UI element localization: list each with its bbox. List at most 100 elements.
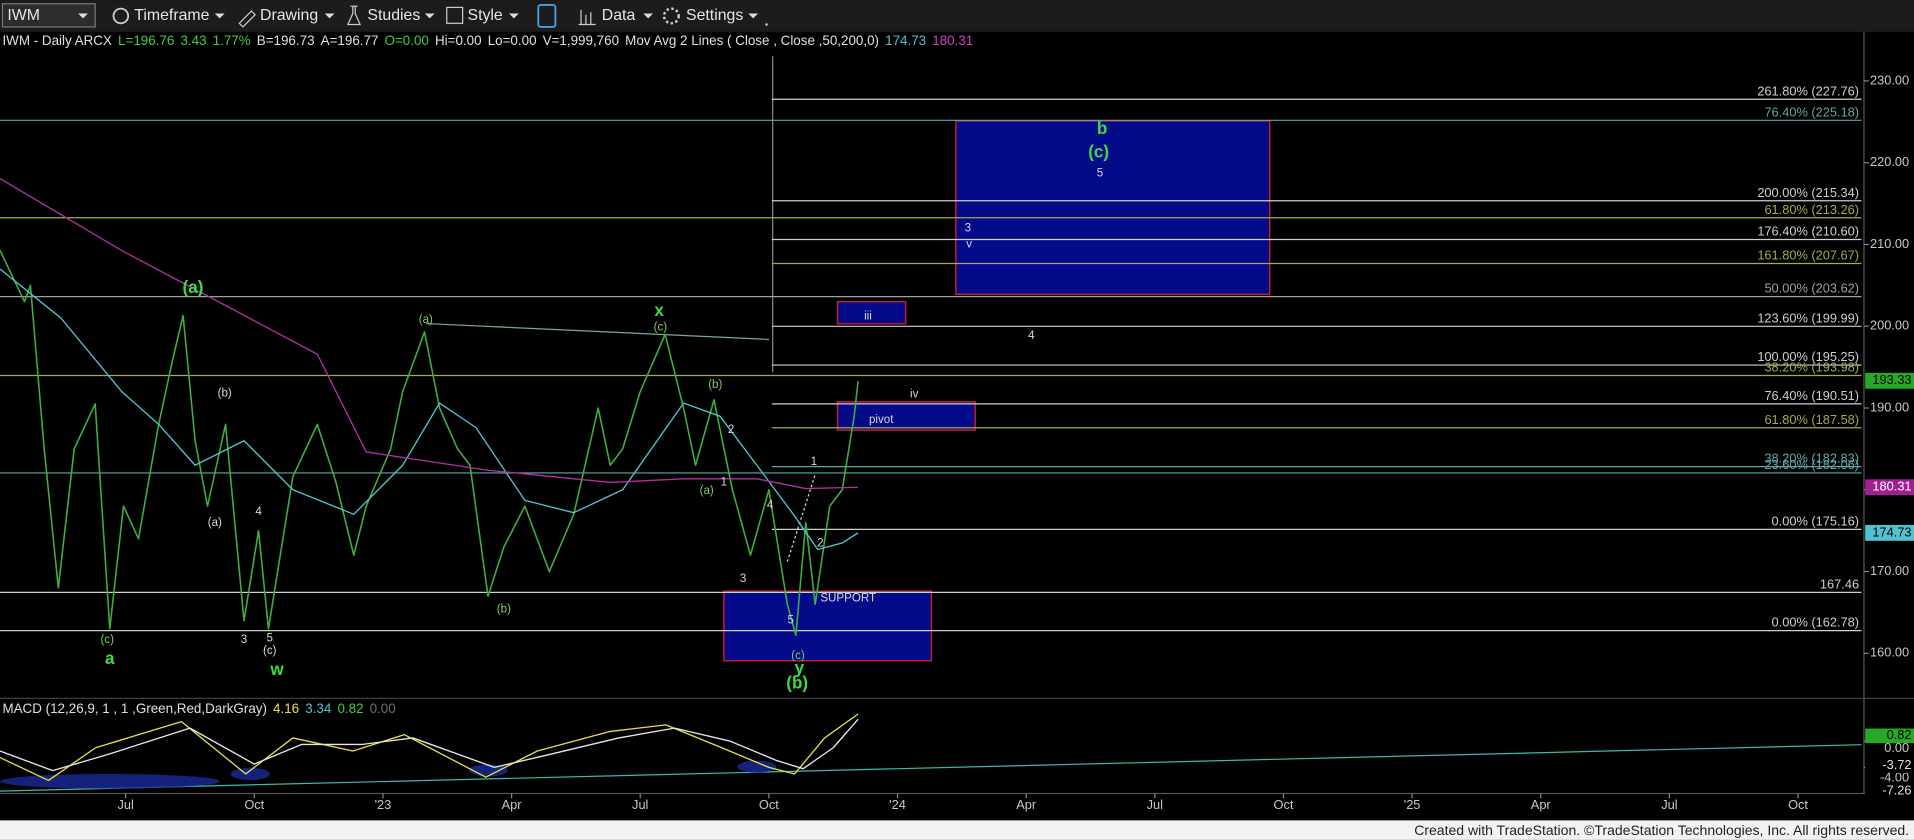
macd-line [0,713,859,782]
wave-label: 5 [1097,168,1103,180]
x-tick-label: Oct [244,797,264,812]
symbol-input[interactable]: IWM [7,7,40,24]
wave-label: 3 [241,634,247,646]
wave-label: (a) [419,314,433,326]
toolbar-button[interactable]: Settings [686,7,743,24]
data-icon [578,9,596,26]
wave-label: 4 [767,500,774,512]
x-tick-label: Oct [1788,797,1808,812]
zones [723,120,1271,662]
macd-tag-label: -3.72 [1882,757,1911,772]
layout-icon[interactable] [537,4,557,28]
wave-label: x [654,301,664,320]
header-item: 3.43 [180,33,206,48]
header-item: 0.00 [370,701,396,716]
header-item: 4.16 [273,701,299,716]
dropdown-arrow [78,13,88,19]
price-tag [1865,479,1914,496]
moving-average [0,268,859,551]
header-item: Lo=0.00 [488,33,537,48]
header-item: B=196.73 [257,33,315,48]
price-line [0,249,859,637]
header-item: Hi=0.00 [435,33,482,48]
fib-label: 76.40% (225.18) [1764,104,1859,119]
toolbar [0,0,1914,32]
macd-highlight [230,767,270,781]
wave-label: 3 [740,573,746,585]
timeframe-icon [112,7,130,25]
wave-label: 2 [817,538,823,550]
header-item: L=196.76 [118,33,174,48]
wave-label: (b) [497,603,511,615]
x-tick-label: '25 [1404,797,1421,812]
toolbar-button[interactable]: Data [602,7,636,24]
wave-label: (b) [218,387,232,399]
style-icon [446,6,464,24]
toolbar-button[interactable]: Drawing [260,7,318,24]
series [0,177,859,637]
price-tag [1865,372,1914,389]
fib-label: 23.60% (182.06) [1764,457,1859,472]
annotations: (a)awxy(b)b(c)(c)(a)(c)(b)(a)(b)(c)(b)(a… [100,119,1109,692]
settings-icon [662,7,680,25]
wave-label: b [1097,119,1107,138]
macd-tag [1865,758,1914,773]
macd-highlight [0,773,220,789]
wave-label: 1 [811,456,817,468]
fib-label: 100.00% (195.25) [1757,349,1859,364]
toolbar-button[interactable]: Studies [367,7,420,24]
dot [765,23,768,26]
dropdown-arrow [509,13,519,19]
macd-highlight [737,760,777,773]
y-tick-label: 160.00 [1870,645,1909,660]
fib-label: 167.46 [1820,576,1859,591]
wave-label: (a) [700,485,714,497]
wave-label: w [269,660,284,679]
wave-label: 5 [788,614,794,626]
footer-bar [0,820,1914,840]
wave-label: a [105,649,115,668]
x-tick-label: Apr [502,797,523,812]
dropdown-arrow [324,13,335,19]
macd-tag-label: 0.82 [1887,727,1912,742]
x-tick-label: Apr [1016,797,1037,812]
fib-label: 176.40% (210.60) [1757,224,1859,239]
fib-label: 61.80% (213.26) [1764,202,1859,217]
price-tag-label: 193.33 [1872,372,1911,387]
fib-label: 200.00% (215.34) [1757,185,1859,200]
wave-label: v [966,239,972,251]
dropdown-arrow [748,13,759,19]
toolbar-button[interactable]: Timeframe [134,7,209,24]
x-tick-label: '23 [375,797,392,812]
zone [836,401,976,431]
y-tick-label: 230.00 [1870,72,1909,87]
wave-label: (c) [100,634,114,646]
x-tick-label: Jul [632,797,648,812]
fib-label: 76.40% (190.51) [1764,388,1859,403]
toolbar-button[interactable]: Style [468,7,503,24]
fib-label: 123.60% (199.99) [1757,310,1859,325]
fib-label: 261.80% (227.76) [1757,83,1859,98]
fib-label: 50.00% (203.62) [1764,281,1859,296]
dropdown-arrow [214,13,225,19]
x-tick-label: Oct [1274,797,1294,812]
fib-lines: 261.80% (227.76) 76.40% (225.18) 200.00% (… [0,83,1862,632]
header-item: 180.31 [932,33,973,48]
wave-label: 1 [721,476,727,488]
symbol-box[interactable] [1,3,96,28]
zone [836,300,907,325]
macd-line [0,718,859,772]
fib-label: 0.00% (162.78) [1772,615,1860,630]
y-tick-label: 220.00 [1870,154,1909,169]
wave-label: SUPPORT [820,592,876,604]
wave-label: 3 [965,223,971,235]
x-tick-label: '24 [889,797,906,812]
price-tag [1865,524,1914,541]
footer-text: Created with TradeStation. ©TradeStation… [1414,822,1909,838]
header-item: O=0.00 [385,33,429,48]
wave-label: (c) [263,645,277,657]
wave-label: iii [864,311,872,323]
zone [723,590,933,662]
wave-label: (a) [183,278,204,297]
wave-label: (a) [208,517,222,529]
